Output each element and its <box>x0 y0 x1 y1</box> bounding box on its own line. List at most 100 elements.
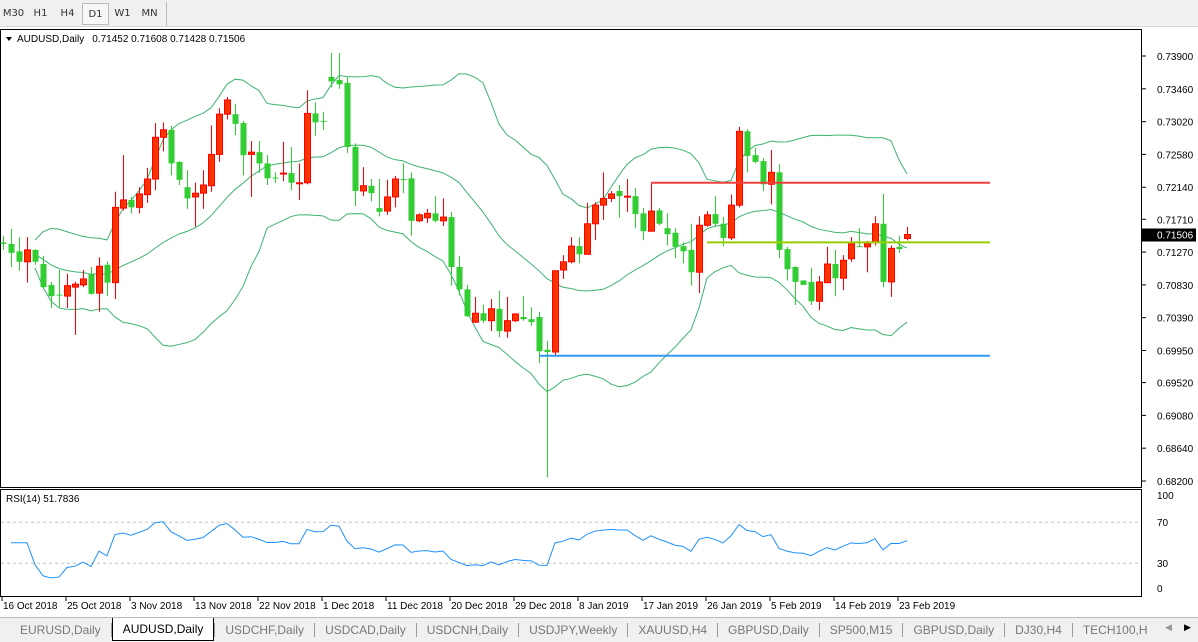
candle-bullish <box>416 213 423 223</box>
candle-body <box>128 199 135 208</box>
tab-dj30-h4[interactable]: DJ30,H4 <box>1015 623 1062 637</box>
tab-usdjpy-weekly[interactable]: USDJPY,Weekly <box>529 623 618 637</box>
candle-bearish <box>576 237 583 264</box>
tab-row: EURUSD,Daily AUDUSD,Daily USDCHF,Daily USDC… <box>10 618 1158 642</box>
candle-bearish <box>264 155 271 185</box>
tab-sp500-m15[interactable]: SP500,M15 <box>829 623 893 637</box>
candle-body <box>0 242 7 244</box>
tab-audusd-daily[interactable]: AUDUSD,Daily <box>111 618 215 641</box>
tab-xauusd-h4[interactable]: XAUUSD,H4 <box>638 623 708 637</box>
candle-body <box>432 213 439 221</box>
candle-body <box>280 172 287 175</box>
candle-bullish <box>696 216 703 294</box>
candle-bearish <box>656 208 663 226</box>
price-label: 0.71270 <box>1157 248 1194 259</box>
candle-bullish <box>888 245 895 297</box>
candle-body <box>552 270 559 353</box>
candle-bearish <box>632 187 639 229</box>
tab-divider <box>717 623 719 637</box>
candle-body <box>24 249 31 263</box>
tab-usdcnh-daily[interactable]: USDCNH,Daily <box>426 623 509 637</box>
candle-body <box>448 217 455 268</box>
candle-bearish <box>464 284 471 317</box>
candle-body <box>752 155 759 162</box>
scroll-left-icon[interactable]: ◀ <box>1165 623 1172 633</box>
candle-body <box>416 214 423 222</box>
candle-bullish <box>568 237 575 264</box>
candle-body <box>272 177 279 179</box>
candle-bullish <box>248 140 255 197</box>
candle-body <box>376 208 383 212</box>
toolbar-divider <box>166 2 167 26</box>
candle-body <box>456 267 463 290</box>
candle-body <box>264 163 271 179</box>
candle-bearish <box>400 163 407 194</box>
candle-bearish <box>48 281 55 309</box>
date-label: 23 Feb 2019 <box>899 601 956 612</box>
price-label: 0.73020 <box>1157 118 1194 129</box>
timeframe-mn[interactable]: MN <box>141 8 158 19</box>
timeframe-toolbar: M30 H1 H4 D1 W1 MN <box>0 0 1198 27</box>
candle-bearish <box>240 120 247 176</box>
candle-bullish <box>296 163 303 200</box>
timeframe-w1[interactable]: W1 <box>114 8 131 19</box>
candle-body <box>832 264 839 279</box>
candle-bullish <box>224 97 231 120</box>
tab-usdcad-daily[interactable]: USDCAD,Daily <box>325 623 406 637</box>
timeframe-m30[interactable]: M30 <box>2 8 25 19</box>
date-axis: 16 Oct 2018 25 Oct 2018 3 Nov 2018 13 Nov 2… <box>1 597 956 612</box>
candle-body <box>688 249 695 273</box>
candle-bearish <box>664 213 671 246</box>
candle-body <box>112 206 119 284</box>
candle-bearish <box>408 172 415 236</box>
candle-bearish <box>376 179 383 217</box>
candle-bullish <box>72 281 79 335</box>
price-label: 0.69950 <box>1157 347 1194 358</box>
tab-tech100-h[interactable]: TECH100,H <box>1082 623 1148 637</box>
candle-bullish <box>384 179 391 215</box>
candle-body <box>848 243 855 260</box>
candle-bearish <box>880 193 887 288</box>
date-label: 16 Oct 2018 <box>3 601 58 612</box>
candle-body <box>544 349 551 353</box>
scroll-right-icon[interactable]: ▶ <box>1184 623 1191 633</box>
tab-gbpusd-daily[interactable]: GBPUSD,Daily <box>728 623 809 637</box>
candle-bearish <box>520 296 527 321</box>
tab-gbpusd-daily[interactable]: GBPUSD,Daily <box>913 623 995 637</box>
candle-body <box>104 264 111 283</box>
price-label: 0.69080 <box>1157 411 1194 422</box>
band-lower <box>34 213 908 393</box>
candle-body <box>136 193 143 208</box>
candle-body <box>496 308 503 332</box>
price-chart[interactable]: AUDUSD,Daily 0.71452 0.71608 0.71428 0.71… <box>0 28 1198 617</box>
price-label: 0.70390 <box>1157 314 1194 325</box>
candle-body <box>8 243 15 253</box>
candle-bullish <box>840 255 847 291</box>
candle-body <box>304 112 311 184</box>
candle-bullish <box>80 269 87 288</box>
candle-bearish <box>808 267 815 306</box>
horizontal-lines[interactable] <box>539 181 990 357</box>
candle-body <box>400 179 407 181</box>
candle-body <box>760 161 767 185</box>
candle-bearish <box>0 235 7 250</box>
price-axis: 0.73900 0.73460 0.73020 0.72580 0.72140 0.717… <box>1142 52 1194 488</box>
timeframe-d1[interactable]: D1 <box>82 3 109 25</box>
tab-usdchf-daily[interactable]: USDCHF,Daily <box>225 623 305 637</box>
tab-eurusd-daily[interactable]: EURUSD,Daily <box>20 623 101 637</box>
candle-bearish <box>712 196 719 227</box>
band-middle <box>34 144 908 292</box>
timeframe-h1[interactable]: H1 <box>33 8 48 19</box>
candle-body <box>184 187 191 199</box>
candle-bearish <box>104 261 111 297</box>
candle-body <box>200 184 207 194</box>
candle-body <box>192 192 199 198</box>
candle-body <box>536 316 543 352</box>
band-upper <box>34 73 908 241</box>
date-label: 8 Jan 2019 <box>579 601 629 612</box>
candle-bearish <box>184 170 191 209</box>
candle-bearish <box>56 269 63 308</box>
tab-divider <box>314 623 316 637</box>
collapse-triangle-icon[interactable] <box>6 37 12 41</box>
timeframe-h4[interactable]: H4 <box>60 8 75 19</box>
